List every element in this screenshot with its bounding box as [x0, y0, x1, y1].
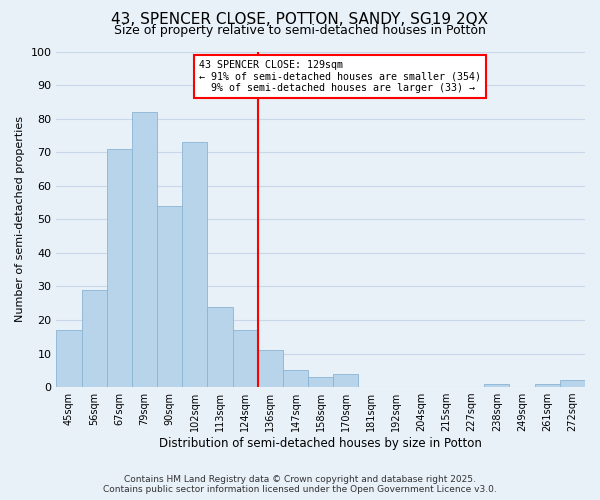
Text: Size of property relative to semi-detached houses in Potton: Size of property relative to semi-detach… [114, 24, 486, 37]
Bar [107, 149, 132, 387]
Bar [56, 330, 82, 387]
Bar [484, 384, 509, 387]
Bar [535, 384, 560, 387]
Bar [182, 142, 208, 387]
Bar [308, 377, 333, 387]
Bar [283, 370, 308, 387]
Bar [157, 206, 182, 387]
Y-axis label: Number of semi-detached properties: Number of semi-detached properties [15, 116, 25, 322]
Text: 43, SPENCER CLOSE, POTTON, SANDY, SG19 2QX: 43, SPENCER CLOSE, POTTON, SANDY, SG19 2… [112, 12, 488, 28]
Bar [208, 306, 233, 387]
Bar [132, 112, 157, 387]
Text: Contains HM Land Registry data © Crown copyright and database right 2025.
Contai: Contains HM Land Registry data © Crown c… [103, 474, 497, 494]
Text: 43 SPENCER CLOSE: 129sqm
← 91% of semi-detached houses are smaller (354)
  9% of: 43 SPENCER CLOSE: 129sqm ← 91% of semi-d… [199, 60, 481, 93]
Bar [258, 350, 283, 387]
Bar [233, 330, 258, 387]
Bar [82, 290, 107, 387]
Bar [333, 374, 358, 387]
Bar [560, 380, 585, 387]
X-axis label: Distribution of semi-detached houses by size in Potton: Distribution of semi-detached houses by … [159, 437, 482, 450]
